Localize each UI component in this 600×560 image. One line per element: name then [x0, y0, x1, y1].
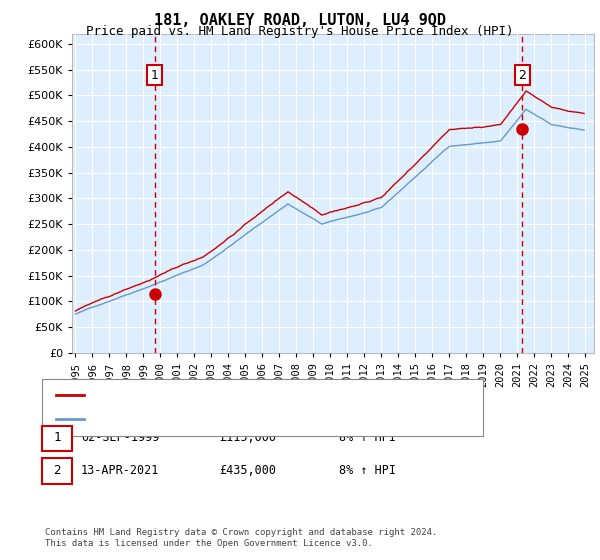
Text: 13-APR-2021: 13-APR-2021 — [81, 464, 160, 477]
Text: £435,000: £435,000 — [219, 464, 276, 477]
Text: 02-SEP-1999: 02-SEP-1999 — [81, 431, 160, 445]
Text: 181, OAKLEY ROAD, LUTON, LU4 9QD (detached house): 181, OAKLEY ROAD, LUTON, LU4 9QD (detach… — [90, 390, 396, 400]
Text: 2: 2 — [518, 68, 526, 82]
Text: 8% ↑ HPI: 8% ↑ HPI — [339, 464, 396, 477]
Text: 181, OAKLEY ROAD, LUTON, LU4 9QD: 181, OAKLEY ROAD, LUTON, LU4 9QD — [154, 13, 446, 28]
Text: Contains HM Land Registry data © Crown copyright and database right 2024.
This d: Contains HM Land Registry data © Crown c… — [45, 528, 437, 548]
Text: Price paid vs. HM Land Registry's House Price Index (HPI): Price paid vs. HM Land Registry's House … — [86, 25, 514, 38]
Text: HPI: Average price, detached house, Luton: HPI: Average price, detached house, Luto… — [90, 414, 346, 424]
Text: 8% ↑ HPI: 8% ↑ HPI — [339, 431, 396, 445]
Text: 1: 1 — [151, 68, 159, 82]
Text: 2: 2 — [53, 464, 61, 477]
Text: 1: 1 — [53, 431, 61, 445]
Text: £115,000: £115,000 — [219, 431, 276, 445]
